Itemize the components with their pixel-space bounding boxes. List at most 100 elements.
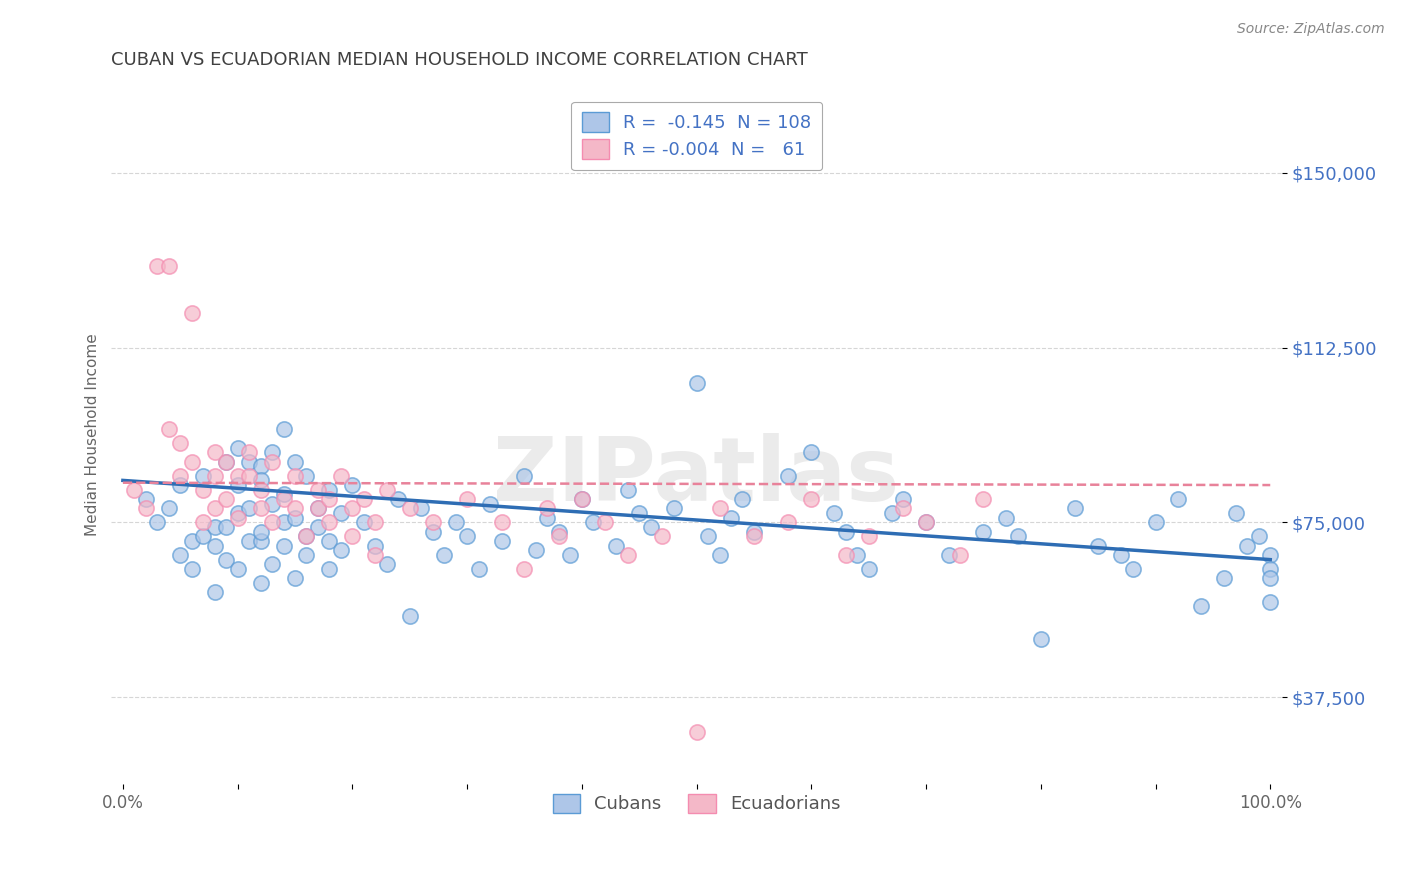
Point <box>215 552 238 566</box>
Point <box>491 516 513 530</box>
Point <box>238 468 260 483</box>
Point <box>422 516 444 530</box>
Point <box>329 468 352 483</box>
Point <box>536 501 558 516</box>
Point <box>193 483 215 497</box>
Point <box>1247 529 1270 543</box>
Point <box>479 497 502 511</box>
Point <box>731 491 754 506</box>
Point <box>582 516 605 530</box>
Point <box>835 548 858 562</box>
Point <box>456 491 478 506</box>
Point <box>387 491 409 506</box>
Point <box>571 491 593 506</box>
Point <box>364 548 387 562</box>
Point <box>295 468 318 483</box>
Point <box>858 562 880 576</box>
Point <box>307 483 329 497</box>
Point <box>616 483 638 497</box>
Point <box>169 468 191 483</box>
Point <box>697 529 720 543</box>
Point <box>249 483 271 497</box>
Point <box>456 529 478 543</box>
Point <box>169 478 191 492</box>
Point <box>1087 539 1109 553</box>
Point <box>180 455 202 469</box>
Point <box>157 259 180 273</box>
Point <box>891 491 914 506</box>
Point <box>938 548 960 562</box>
Point <box>353 516 375 530</box>
Point <box>307 501 329 516</box>
Point <box>329 506 352 520</box>
Point <box>307 501 329 516</box>
Point <box>1007 529 1029 543</box>
Point <box>135 501 157 516</box>
Point <box>226 506 249 520</box>
Point <box>273 487 295 501</box>
Point <box>273 491 295 506</box>
Point <box>295 529 318 543</box>
Point <box>1144 516 1167 530</box>
Point <box>858 529 880 543</box>
Point <box>709 501 731 516</box>
Point <box>651 529 673 543</box>
Point <box>640 520 662 534</box>
Point <box>295 529 318 543</box>
Point <box>1258 571 1281 585</box>
Text: Source: ZipAtlas.com: Source: ZipAtlas.com <box>1237 22 1385 37</box>
Point <box>238 533 260 548</box>
Point <box>249 533 271 548</box>
Point <box>444 516 467 530</box>
Point <box>1167 491 1189 506</box>
Point <box>1109 548 1132 562</box>
Point <box>318 491 340 506</box>
Point <box>915 516 938 530</box>
Point <box>685 376 707 390</box>
Point <box>1236 539 1258 553</box>
Point <box>157 501 180 516</box>
Point <box>411 501 433 516</box>
Point <box>605 539 627 553</box>
Point <box>204 539 226 553</box>
Point <box>422 524 444 539</box>
Point <box>318 516 340 530</box>
Point <box>124 483 146 497</box>
Point <box>146 259 169 273</box>
Point <box>284 455 307 469</box>
Point <box>249 474 271 488</box>
Point <box>260 497 283 511</box>
Point <box>342 529 364 543</box>
Point <box>260 558 283 572</box>
Point <box>433 548 456 562</box>
Point <box>273 516 295 530</box>
Point <box>284 571 307 585</box>
Point <box>226 562 249 576</box>
Point <box>135 491 157 506</box>
Point <box>249 575 271 590</box>
Point <box>880 506 903 520</box>
Point <box>204 501 226 516</box>
Point <box>846 548 869 562</box>
Point <box>249 501 271 516</box>
Y-axis label: Median Household Income: Median Household Income <box>86 334 100 536</box>
Point <box>742 524 765 539</box>
Point <box>1258 548 1281 562</box>
Point <box>364 516 387 530</box>
Point <box>169 548 191 562</box>
Point <box>778 468 800 483</box>
Point <box>835 524 858 539</box>
Point <box>169 436 191 450</box>
Point <box>215 520 238 534</box>
Point <box>318 562 340 576</box>
Point <box>995 510 1018 524</box>
Point <box>1258 562 1281 576</box>
Point <box>571 491 593 506</box>
Point <box>249 524 271 539</box>
Point <box>560 548 582 562</box>
Point <box>742 529 765 543</box>
Point <box>146 516 169 530</box>
Point <box>1258 594 1281 608</box>
Point <box>353 491 375 506</box>
Point <box>249 459 271 474</box>
